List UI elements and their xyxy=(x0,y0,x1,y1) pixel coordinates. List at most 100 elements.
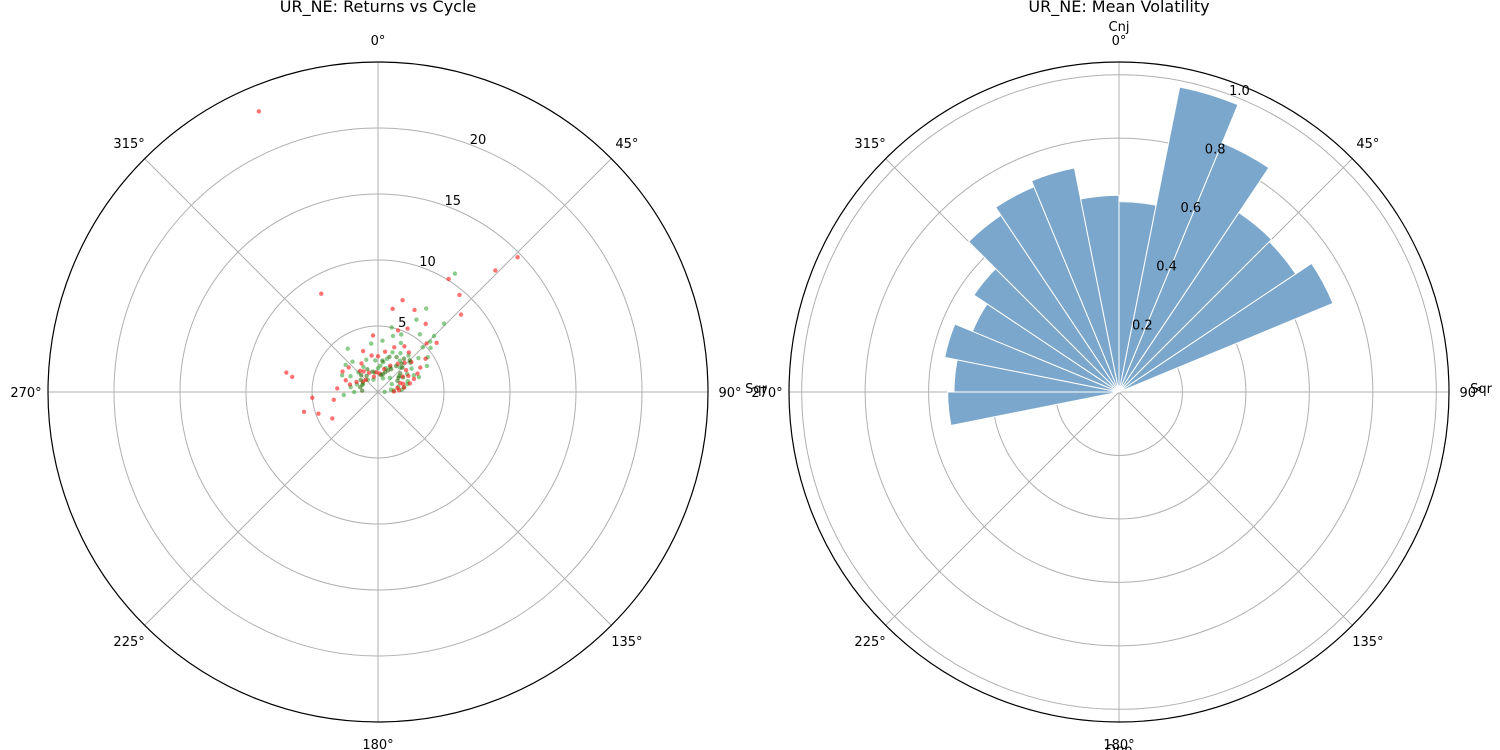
returns-point-down-59 xyxy=(406,350,412,355)
volatility-radial-tick-label-4: 1.0 xyxy=(1229,84,1250,99)
returns-point-overlap-13 xyxy=(364,373,369,378)
returns-radial-tick-label-2: 15 xyxy=(444,194,461,209)
returns-point-up-45 xyxy=(416,374,422,380)
returns-theta-tick-label-7: 315° xyxy=(113,137,144,152)
returns-theta-gridline-1 xyxy=(377,158,612,393)
volatility-aspect-label-right: Sqr xyxy=(1470,382,1493,397)
returns-radial-gridline-1 xyxy=(245,259,511,525)
returns-vs-cycle-chart: UR_NE: Returns vs Cycle 0° 45° 90° 135° 180°… xyxy=(10,0,767,750)
returns-point-down-1 xyxy=(515,255,520,260)
returns-theta-tick-label-3: 135° xyxy=(611,635,642,650)
returns-radial-tick-label-3: 20 xyxy=(470,133,487,148)
returns-point-down-53 xyxy=(403,367,409,373)
chart-title-mean-volatility: UR_NE: Mean Volatility xyxy=(1028,0,1209,17)
returns-point-down-47 xyxy=(374,370,379,375)
returns-point-down-27 xyxy=(359,361,364,366)
returns-point-up-8 xyxy=(416,355,421,361)
returns-point-up-7 xyxy=(409,366,414,371)
returns-point-down-23 xyxy=(382,349,388,354)
returns-point-up-32 xyxy=(341,392,347,398)
returns-point-down-61 xyxy=(406,373,411,379)
returns-point-up-36 xyxy=(380,376,386,381)
returns-point-overlap-4 xyxy=(398,371,403,376)
returns-polar-frame xyxy=(47,61,709,723)
volatility-radial-tick-label-0: 0.2 xyxy=(1132,318,1153,333)
returns-point-overlap-14 xyxy=(358,372,364,378)
volatility-bar-5 xyxy=(1118,262,1334,393)
volatility-bar-1 xyxy=(1118,86,1239,393)
returns-point-down-34 xyxy=(310,395,315,400)
returns-point-down-31 xyxy=(343,378,348,383)
returns-point-down-6 xyxy=(319,291,324,296)
returns-point-down-41 xyxy=(354,379,359,385)
returns-point-down-40 xyxy=(347,382,353,387)
returns-theta-gridline-7 xyxy=(144,158,379,393)
returns-point-down-50 xyxy=(388,363,393,368)
returns-point-down-13 xyxy=(423,356,428,361)
returns-theta-tick-label-2: 90° xyxy=(718,386,741,401)
returns-point-down-29 xyxy=(346,365,351,370)
returns-point-down-4 xyxy=(457,292,462,298)
returns-point-down-37 xyxy=(330,416,335,421)
returns-point-up-47 xyxy=(389,325,394,330)
volatility-bar-8 xyxy=(944,323,1120,393)
returns-point-overlap-6 xyxy=(395,378,400,383)
returns-point-up-42 xyxy=(428,345,433,351)
volatility-bar-2 xyxy=(1118,142,1270,393)
returns-point-down-17 xyxy=(407,381,413,386)
returns-point-up-9 xyxy=(420,344,426,350)
returns-point-overlap-22 xyxy=(387,354,392,360)
returns-point-up-46 xyxy=(423,306,429,311)
returns-point-down-33 xyxy=(290,374,295,380)
returns-radial-gridline-3 xyxy=(113,127,643,657)
returns-point-down-15 xyxy=(415,371,420,376)
volatility-bar-13 xyxy=(1030,167,1120,393)
returns-point-overlap-18 xyxy=(360,388,365,393)
returns-point-overlap-21 xyxy=(394,354,399,360)
returns-point-down-14 xyxy=(418,365,423,370)
returns-point-overlap-10 xyxy=(378,372,384,378)
volatility-theta-gridline-5 xyxy=(885,391,1120,626)
returns-theta-tick-label-6: 270° xyxy=(10,386,41,401)
returns-point-overlap-11 xyxy=(370,369,375,374)
returns-point-down-25 xyxy=(369,353,374,358)
returns-point-up-21 xyxy=(375,366,381,371)
returns-point-down-21 xyxy=(402,344,407,349)
volatility-radial-gridline-3 xyxy=(864,137,1374,647)
returns-point-up-53 xyxy=(339,373,345,378)
volatility-theta-tick-label-7: 315° xyxy=(854,137,885,152)
returns-point-overlap-17 xyxy=(357,385,363,390)
returns-radial-gridline-2 xyxy=(179,193,577,591)
returns-point-overlap-20 xyxy=(401,356,407,361)
volatility-aspect-label-bottom: Opp xyxy=(1106,743,1133,750)
volatility-theta-tick-label-4: 180° xyxy=(1103,738,1134,750)
returns-point-overlap-23 xyxy=(380,358,385,363)
volatility-theta-tick-label-5: 225° xyxy=(854,635,885,650)
returns-point-down-22 xyxy=(392,345,397,350)
returns-point-down-20 xyxy=(391,389,397,394)
returns-point-up-51 xyxy=(345,346,350,351)
returns-point-down-11 xyxy=(434,340,439,345)
returns-point-down-3 xyxy=(446,276,451,282)
returns-radial-gridline-0 xyxy=(311,325,445,459)
returns-point-up-0 xyxy=(382,389,387,394)
returns-point-overlap-12 xyxy=(365,367,370,372)
returns-theta-gridline-3 xyxy=(377,391,612,626)
returns-point-down-26 xyxy=(360,348,366,354)
returns-point-down-18 xyxy=(401,385,407,390)
returns-point-up-15 xyxy=(398,350,403,356)
volatility-radial-tick-label-3: 0.8 xyxy=(1205,142,1226,157)
returns-point-down-30 xyxy=(340,369,345,374)
volatility-theta-tick-label-0: 0° xyxy=(1112,34,1127,49)
volatility-radial-gridline-4 xyxy=(801,74,1437,710)
returns-point-down-44 xyxy=(361,369,366,374)
returns-point-up-5 xyxy=(411,373,417,378)
returns-theta-tick-label-1: 45° xyxy=(615,137,638,152)
returns-point-up-16 xyxy=(398,340,404,346)
returns-point-down-56 xyxy=(395,385,400,391)
volatility-theta-tick-label-3: 135° xyxy=(1352,635,1383,650)
returns-point-overlap-1 xyxy=(393,363,399,369)
returns-point-up-17 xyxy=(390,350,395,355)
returns-point-overlap-2 xyxy=(399,361,404,366)
